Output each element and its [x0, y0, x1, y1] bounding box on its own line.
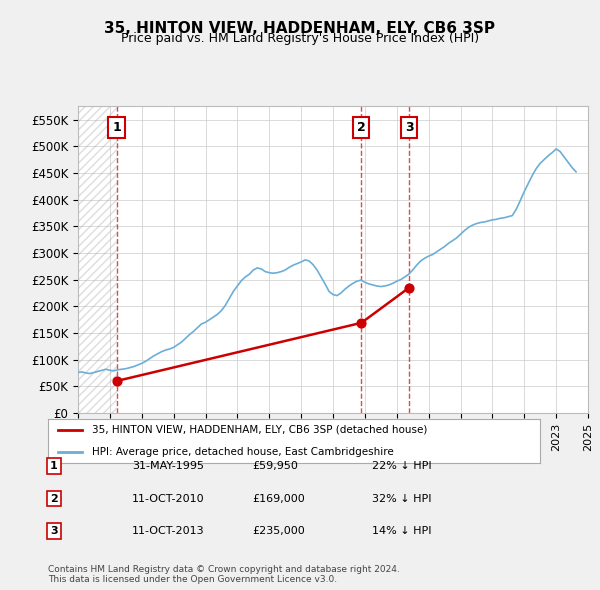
Text: 2: 2 [357, 121, 366, 134]
Text: 11-OCT-2010: 11-OCT-2010 [132, 494, 205, 503]
Text: £169,000: £169,000 [252, 494, 305, 503]
Text: 2: 2 [50, 494, 58, 503]
Text: £235,000: £235,000 [252, 526, 305, 536]
Text: 3: 3 [50, 526, 58, 536]
Text: HPI: Average price, detached house, East Cambridgeshire: HPI: Average price, detached house, East… [92, 447, 394, 457]
Text: 3: 3 [405, 121, 413, 134]
Text: £59,950: £59,950 [252, 461, 298, 471]
Bar [78, 106, 116, 413]
Text: 32% ↓ HPI: 32% ↓ HPI [372, 494, 431, 503]
Text: 35, HINTON VIEW, HADDENHAM, ELY, CB6 3SP: 35, HINTON VIEW, HADDENHAM, ELY, CB6 3SP [104, 21, 496, 35]
Text: Contains HM Land Registry data © Crown copyright and database right 2024.
This d: Contains HM Land Registry data © Crown c… [48, 565, 400, 584]
Point [356, 318, 366, 327]
Text: 14% ↓ HPI: 14% ↓ HPI [372, 526, 431, 536]
Text: 11-OCT-2013: 11-OCT-2013 [132, 526, 205, 536]
Text: 1: 1 [50, 461, 58, 471]
Text: Price paid vs. HM Land Registry's House Price Index (HPI): Price paid vs. HM Land Registry's House … [121, 32, 479, 45]
Text: 35, HINTON VIEW, HADDENHAM, ELY, CB6 3SP (detached house): 35, HINTON VIEW, HADDENHAM, ELY, CB6 3SP… [92, 425, 428, 435]
Text: 31-MAY-1995: 31-MAY-1995 [132, 461, 204, 471]
Text: 22% ↓ HPI: 22% ↓ HPI [372, 461, 431, 471]
Point [404, 283, 414, 292]
Text: 1: 1 [112, 121, 121, 134]
Point [112, 376, 121, 386]
